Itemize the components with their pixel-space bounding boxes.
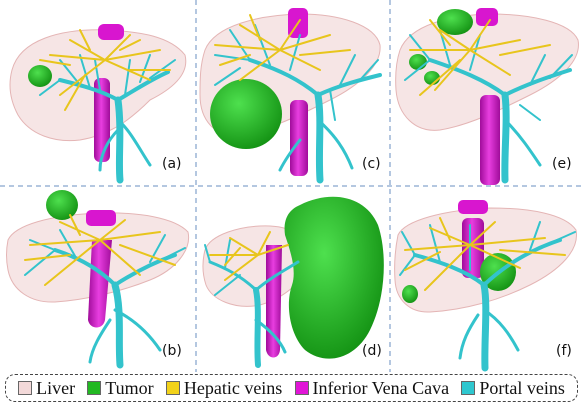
panel-label-e: (e) <box>552 156 572 172</box>
portal-veins <box>404 29 573 184</box>
panel-label-b: (b) <box>162 343 182 359</box>
legend-item-ivc: Inferior Vena Cava <box>294 377 450 399</box>
tumor <box>28 65 52 87</box>
legend-swatch <box>461 381 476 395</box>
legend-label: Inferior Vena Cava <box>312 377 450 398</box>
legend-item-portal-veins: Portal veins <box>461 378 565 399</box>
legend-item-liver: Liver <box>18 378 75 399</box>
legend-label: Portal veins <box>479 377 565 398</box>
panel-d <box>202 196 384 368</box>
tumor <box>437 9 473 35</box>
panel-label-d: (d) <box>362 343 382 359</box>
ivc-top <box>86 210 116 226</box>
legend: Liver Tumor Hepatic veins Inferior Vena … <box>5 374 578 402</box>
hepatic-veins <box>409 19 551 96</box>
legend-label: Hepatic veins <box>183 377 283 398</box>
ivc-top <box>476 8 498 26</box>
ivc-vessel <box>88 240 112 328</box>
panel-b <box>6 190 190 369</box>
tumor <box>402 285 418 303</box>
legend-swatch <box>87 381 102 395</box>
hepatic-veins <box>39 29 171 111</box>
hepatic-veins <box>24 214 176 286</box>
ivc-vessel <box>290 100 308 176</box>
portal-veins <box>214 24 382 184</box>
hepatic-veins <box>209 231 289 281</box>
tumor <box>284 196 384 359</box>
legend-label: Tumor <box>105 377 154 398</box>
ivc-top <box>458 200 488 214</box>
ivc-top <box>98 24 124 40</box>
legend-swatch <box>294 381 309 395</box>
legend-item-tumor: Tumor <box>87 377 154 399</box>
legend-swatch <box>18 381 33 395</box>
tumor <box>424 71 440 85</box>
hepatic-veins <box>404 217 566 291</box>
panel-label-a: (a) <box>162 156 182 172</box>
portal-veins <box>39 54 176 184</box>
legend-item-hepatic-veins: Hepatic veins <box>165 377 283 399</box>
tumor <box>46 190 78 220</box>
ivc-vessel <box>462 218 484 278</box>
ivc-vessel <box>94 78 110 162</box>
panel-f <box>394 200 577 372</box>
legend-swatch <box>165 381 180 395</box>
panel-e <box>395 8 579 185</box>
panel-a <box>9 24 187 184</box>
panel-label-c: (c) <box>362 156 381 172</box>
portal-veins <box>204 239 300 368</box>
ivc-vessel <box>480 95 500 185</box>
hepatic-veins <box>214 14 351 81</box>
legend-label: Liver <box>36 377 76 398</box>
tumor <box>409 54 427 70</box>
portal-veins <box>399 221 576 372</box>
panel-c <box>199 8 382 184</box>
panel-label-f: (f) <box>556 343 572 359</box>
tumor <box>210 79 282 149</box>
